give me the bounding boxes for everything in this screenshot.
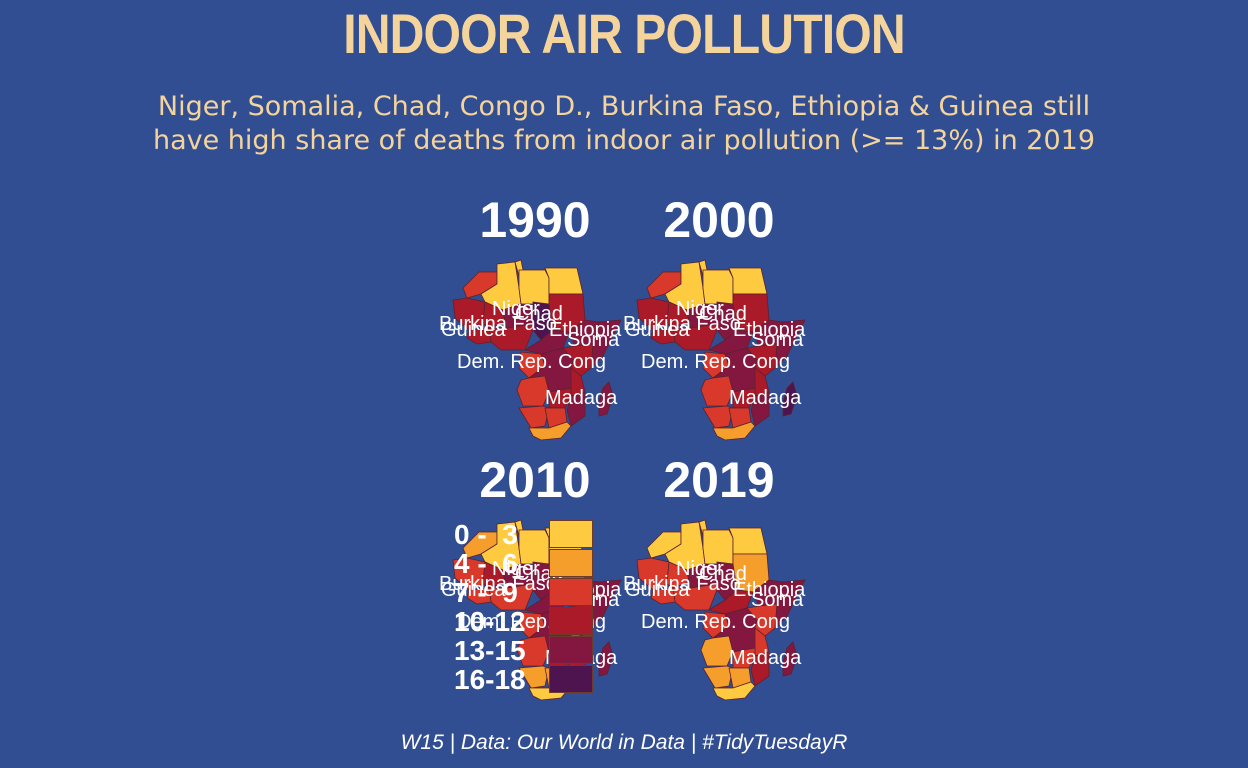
legend-label: 13-15	[454, 635, 526, 666]
country-southafrica	[712, 421, 756, 441]
country-label: Burkina Faso	[623, 313, 741, 335]
legend-swatch	[549, 520, 593, 548]
legend-label: 0 - 3	[454, 519, 518, 550]
country-label: Ethiopia	[549, 319, 622, 341]
country-mali	[666, 561, 690, 589]
chart-subtitle: Niger, Somalia, Chad, Congo D., Burkina …	[0, 90, 1248, 158]
country-label: Niger	[492, 558, 540, 580]
panel-title-1990: 1990	[479, 192, 591, 248]
country-label: Soma	[567, 329, 620, 351]
country-mozambique	[750, 391, 770, 427]
legend-swatch	[549, 549, 593, 577]
country-southafrica	[712, 681, 756, 701]
legend-swatch	[549, 578, 593, 606]
chart-title: INDOOR AIR POLLUTION	[343, 2, 905, 65]
country-label: Dem. Rep. Cong	[641, 611, 790, 633]
panel-title-2019: 2019	[663, 452, 775, 508]
country-label: Guinea	[441, 579, 506, 601]
country-label: Niger	[492, 298, 540, 320]
country-gulf	[466, 587, 492, 605]
country-label: Chad	[515, 303, 563, 325]
country-label: Burkina Faso	[439, 313, 557, 335]
country-gulf	[466, 327, 492, 345]
country-label: Niger	[676, 298, 724, 320]
country-mozambique	[566, 391, 586, 427]
panel-title-2010: 2010	[479, 452, 591, 508]
country-madagascar	[782, 381, 798, 417]
country-nigeria	[672, 323, 718, 351]
legend-label: 10-12	[454, 606, 526, 637]
country-egypt	[728, 527, 768, 555]
country-label: Guinea	[625, 319, 690, 341]
country-madagascar	[782, 641, 798, 677]
country-nigeria	[488, 323, 534, 351]
country-label: Madaga	[729, 647, 802, 669]
country-egypt	[728, 267, 768, 295]
country-label: Dem. Rep. Cong	[457, 351, 606, 373]
country-label: Soma	[751, 329, 804, 351]
country-angola	[516, 635, 550, 667]
legend-swatch	[549, 607, 593, 635]
country-madagascar	[598, 381, 614, 417]
legend-label: 7 - 9	[454, 577, 518, 608]
country-label: Chad	[699, 563, 747, 585]
country-eastafrica	[746, 603, 778, 637]
legend-swatch	[549, 665, 593, 693]
country-gulf	[650, 327, 676, 345]
country-label: Dem. Rep. Cong	[641, 351, 790, 373]
subtitle-line-2: have high share of deaths from indoor ai…	[152, 125, 1096, 156]
country-label: Burkina Faso	[439, 573, 557, 595]
country-mali	[666, 301, 690, 329]
country-zambia	[732, 387, 756, 409]
country-madagascar	[598, 641, 614, 677]
country-angola	[700, 635, 734, 667]
country-nigeria	[488, 583, 534, 611]
country-label: Ethiopia	[733, 319, 806, 341]
country-namibia	[702, 405, 734, 429]
country-southafrica	[528, 421, 572, 441]
caption: W15 | Data: Our World in Data | #TidyTue…	[400, 731, 848, 754]
country-mozambique	[750, 651, 770, 687]
country-namibia	[518, 405, 550, 429]
country-nigeria	[672, 583, 718, 611]
subtitle-line-1: Niger, Somalia, Chad, Congo D., Burkina …	[157, 91, 1091, 122]
country-eastafrica	[562, 343, 594, 377]
country-zambia	[732, 647, 756, 669]
panel-title-2000: 2000	[663, 192, 775, 248]
country-label: Niger	[676, 558, 724, 580]
country-namibia	[702, 665, 734, 689]
country-label: Madaga	[729, 387, 802, 409]
country-label: Ethiopia	[733, 579, 806, 601]
country-label: Chad	[699, 303, 747, 325]
country-label: Burkina Faso	[623, 573, 741, 595]
country-angola	[516, 375, 550, 407]
country-label: Soma	[751, 589, 804, 611]
country-label: Guinea	[625, 579, 690, 601]
country-zambia	[548, 387, 572, 409]
country-eastafrica	[746, 343, 778, 377]
country-egypt	[544, 267, 584, 295]
country-label: Guinea	[441, 319, 506, 341]
country-angola	[700, 375, 734, 407]
legend-label: 4 - 6	[454, 548, 518, 579]
country-namibia	[518, 665, 550, 689]
country-mali	[482, 301, 506, 329]
country-label: Madaga	[545, 387, 618, 409]
country-gulf	[650, 587, 676, 605]
legend-swatch	[549, 636, 593, 664]
legend-label: 16-18	[454, 664, 526, 695]
country-mali	[482, 561, 506, 589]
